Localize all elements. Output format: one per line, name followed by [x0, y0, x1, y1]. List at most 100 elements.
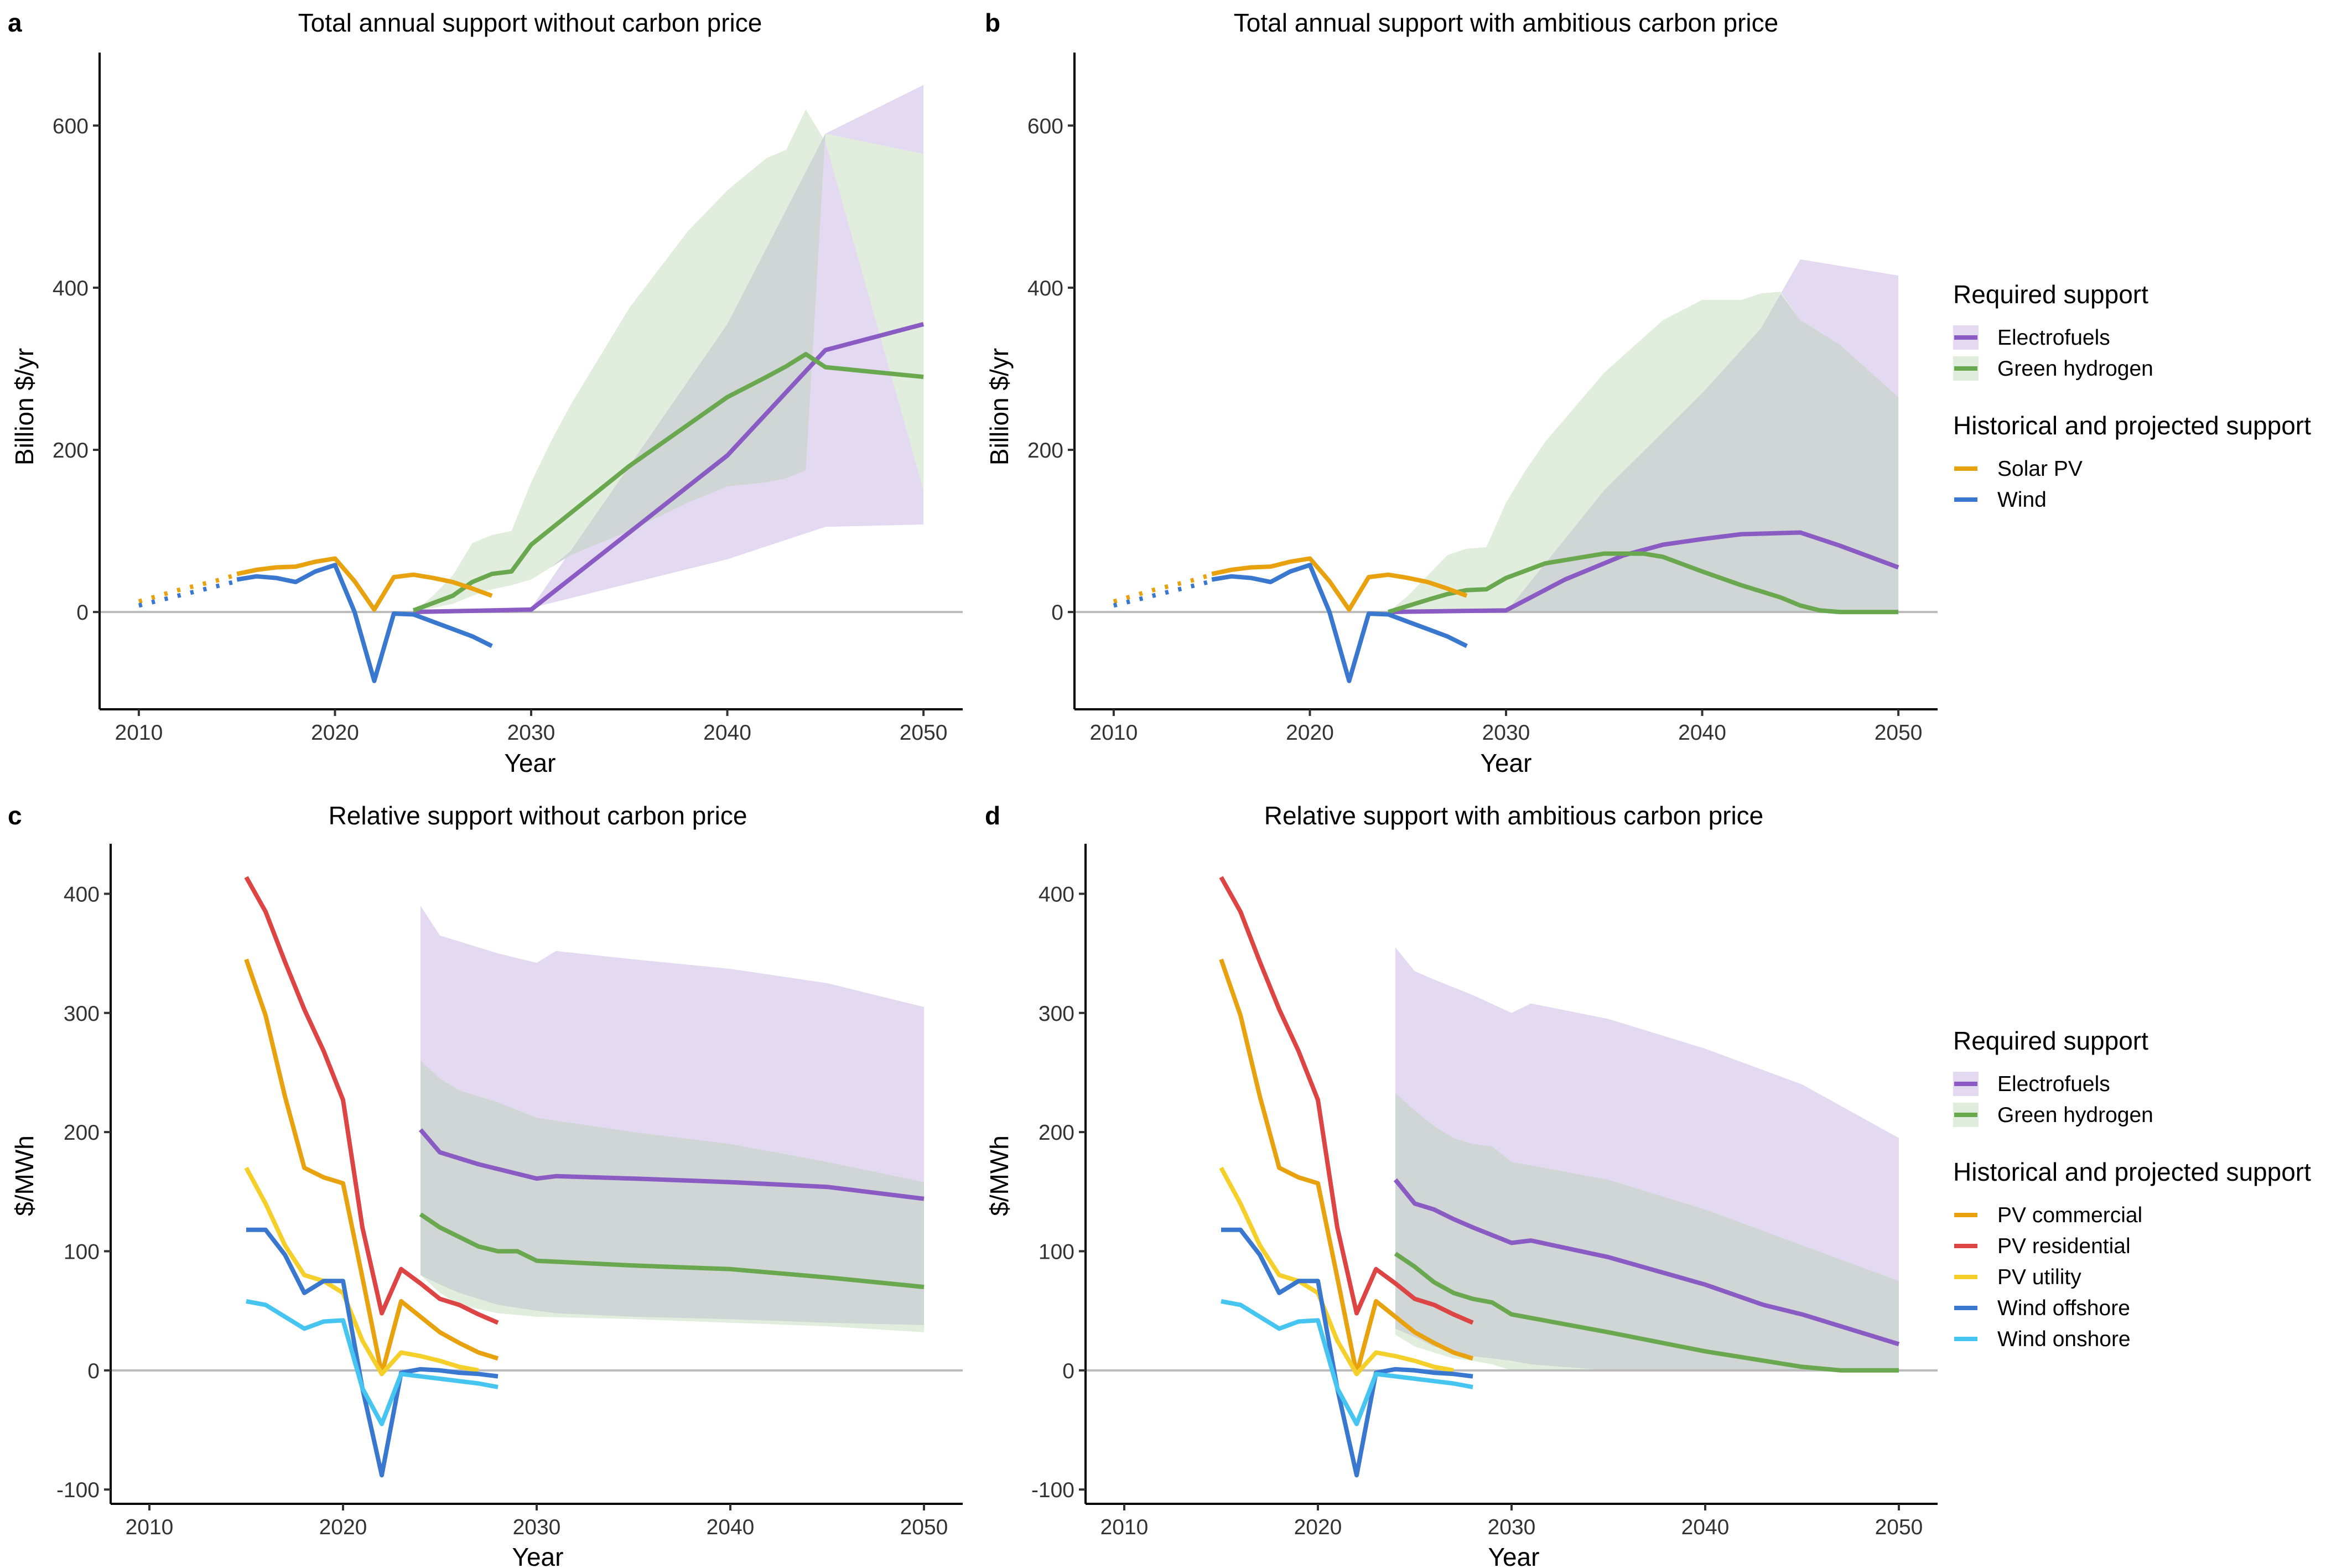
x-tick-label-2010-c: 2010	[126, 1515, 174, 1539]
legend-title-historical-bottom: Historical and projected support	[1953, 1157, 2311, 1186]
y-tick-label-400-b: 400	[1027, 277, 1063, 300]
panel-letter-b: b	[985, 8, 1000, 37]
series-line-pv-commercial-d	[1219, 958, 1474, 1377]
panel-title-d: Relative support with ambitious carbon p…	[1264, 801, 1764, 830]
x-tick-label-2040-c: 2040	[707, 1515, 755, 1539]
y-tick-label-100-c: 100	[64, 1240, 100, 1264]
y-tick-label-0-a: 0	[76, 601, 89, 625]
legend-label-wind-onshore-bottom: Wind onshore	[1997, 1327, 2131, 1351]
y-axis-title-c: $/MWh	[10, 1135, 39, 1216]
y-tick-label-600-a: 600	[53, 115, 89, 138]
legend-label-pv-commercial-bottom: PV commercial	[1997, 1203, 2142, 1227]
legend-top: Required support Electrofuels Green hydrog…	[1953, 280, 2311, 512]
x-tick-label-2020-a: 2020	[311, 721, 359, 745]
x-tick-label-2020-d: 2020	[1294, 1515, 1342, 1539]
x-tick-label-2020-b: 2020	[1286, 721, 1334, 745]
series-line-green-hydrogen-c	[419, 1212, 925, 1290]
legend-label-solar-pv-top: Solar PV	[1997, 457, 2083, 481]
panel-title-b: Total annual support with ambitious carb…	[1234, 8, 1778, 37]
legend-label-wind-top: Wind	[1997, 488, 2047, 512]
series-line-electrofuels-a	[413, 322, 925, 615]
series-line-green-hydrogen-a	[412, 352, 924, 612]
legend-title-required-top: Required support	[1953, 280, 2148, 309]
series-line-wind-offshore-c	[246, 1227, 499, 1478]
series-line-pv-commercial-c	[244, 958, 499, 1377]
panel-letter-a: a	[8, 8, 22, 37]
series-line-pv-residential-d	[1219, 876, 1474, 1325]
y-tick-label-600-b: 600	[1027, 115, 1063, 138]
panel-a: a Total annual support without carbon pr…	[8, 8, 963, 777]
series-line-pv-residential-c	[244, 876, 499, 1325]
x-tick-label-2040-b: 2040	[1678, 721, 1726, 745]
series-line-solar-pv-a	[236, 556, 493, 612]
plot-area-a: 2010 2020 2030 2040 2050 0 200 400 600	[53, 53, 963, 745]
y-tick-label-300-c: 300	[64, 1002, 100, 1026]
y-tick-label-400-c: 400	[64, 882, 100, 906]
legend-label-electrofuels-bottom: Electrofuels	[1997, 1072, 2110, 1096]
x-axis-title-d: Year	[1488, 1543, 1540, 1568]
series-line-pv-utility-d	[1219, 1166, 1454, 1377]
x-axis-title-b: Year	[1481, 749, 1532, 777]
x-tick-label-2030-b: 2030	[1482, 721, 1530, 745]
y-tick-label-200-c: 200	[64, 1121, 100, 1145]
y-tick-label-400-d: 400	[1039, 882, 1074, 906]
series-line-electrofuels-b	[1388, 530, 1899, 615]
y-tick-label-0-d: 0	[1062, 1359, 1074, 1383]
y-tick-label-200-a: 200	[53, 439, 89, 463]
y-tick-label-100-d: 100	[1039, 1240, 1074, 1264]
legend-label-green-hydrogen-top: Green hydrogen	[1997, 357, 2153, 381]
panel-c: c Relative support without carbon price …	[8, 801, 963, 1568]
legend-title-historical-top: Historical and projected support	[1953, 411, 2311, 440]
legend-label-electrofuels-top: Electrofuels	[1997, 326, 2110, 350]
x-axis-title-c: Year	[512, 1543, 564, 1568]
legend-label-wind-offshore-bottom: Wind offshore	[1997, 1296, 2130, 1320]
series-line-green-hydrogen-d	[1394, 1252, 1899, 1373]
y-tick-label-200-d: 200	[1039, 1121, 1074, 1145]
panel-letter-d: d	[985, 801, 1000, 830]
y-axis-title-b: Billion $/yr	[985, 348, 1014, 465]
panel-title-c: Relative support without carbon price	[329, 801, 747, 830]
legend-label-green-hydrogen-bottom: Green hydrogen	[1997, 1103, 2153, 1127]
plot-area-d: 2010 2020 2030 2040 2050 -100 0 100 200 300 400	[1031, 844, 1938, 1539]
series-line-electrofuels-c	[418, 1128, 925, 1201]
panel-b: b Total annual support with ambitious ca…	[985, 8, 1938, 777]
series-line-solar-pv-b	[1211, 556, 1468, 612]
plot-area-b: 2010 2020 2030 2040 2050 0 200 400 600	[1027, 53, 1938, 745]
series-line-wind-offshore-d	[1221, 1227, 1473, 1478]
y-tick-label-400-a: 400	[53, 277, 89, 300]
legend-title-required-bottom: Required support	[1953, 1026, 2148, 1055]
series-line-electrofuels-d	[1393, 1178, 1900, 1347]
y-tick-label--100-d: -100	[1031, 1478, 1074, 1502]
band-overlap-d	[1395, 1093, 1899, 1370]
x-tick-label-2020-c: 2020	[319, 1515, 367, 1539]
y-tick-label-0-b: 0	[1051, 601, 1063, 625]
x-tick-label-2040-d: 2040	[1681, 1515, 1730, 1539]
x-tick-label-2030-d: 2030	[1488, 1515, 1536, 1539]
y-tick-label-200-b: 200	[1027, 439, 1063, 463]
x-tick-label-2050-c: 2050	[900, 1515, 948, 1539]
legend-label-pv-utility-bottom: PV utility	[1997, 1265, 2081, 1289]
panel-letter-c: c	[8, 801, 22, 830]
series-line-wind-onshore-d	[1221, 1299, 1473, 1426]
panel-d: d Relative support with ambitious carbon…	[985, 801, 1938, 1568]
series-line-wind-b	[1211, 563, 1468, 683]
plot-area-c: 2010 2020 2030 2040 2050 -100 0 100 200 300 400	[56, 844, 963, 1539]
band-overlap-c	[420, 1060, 924, 1325]
legend-label-pv-residential-bottom: PV residential	[1997, 1234, 2131, 1258]
y-axis-title-a: Billion $/yr	[10, 348, 39, 465]
x-tick-label-2030-c: 2030	[513, 1515, 561, 1539]
x-tick-label-2010-d: 2010	[1100, 1515, 1149, 1539]
panel-title-a: Total annual support without carbon pric…	[298, 8, 762, 37]
y-axis-title-d: $/MWh	[985, 1135, 1014, 1216]
series-line-wind-a	[236, 563, 493, 683]
legend-bottom: Required support Electrofuels Green hydrog…	[1953, 1026, 2311, 1351]
series-line-wind-onshore-c	[246, 1299, 499, 1426]
x-tick-label-2050-a: 2050	[900, 721, 948, 745]
y-tick-label-0-c: 0	[87, 1359, 100, 1383]
x-tick-label-2050-d: 2050	[1875, 1515, 1923, 1539]
x-tick-label-2010-a: 2010	[115, 721, 163, 745]
series-line-green-hydrogen-b	[1388, 551, 1899, 615]
x-axis-title-a: Year	[505, 749, 556, 777]
x-tick-label-2010-b: 2010	[1090, 721, 1138, 745]
